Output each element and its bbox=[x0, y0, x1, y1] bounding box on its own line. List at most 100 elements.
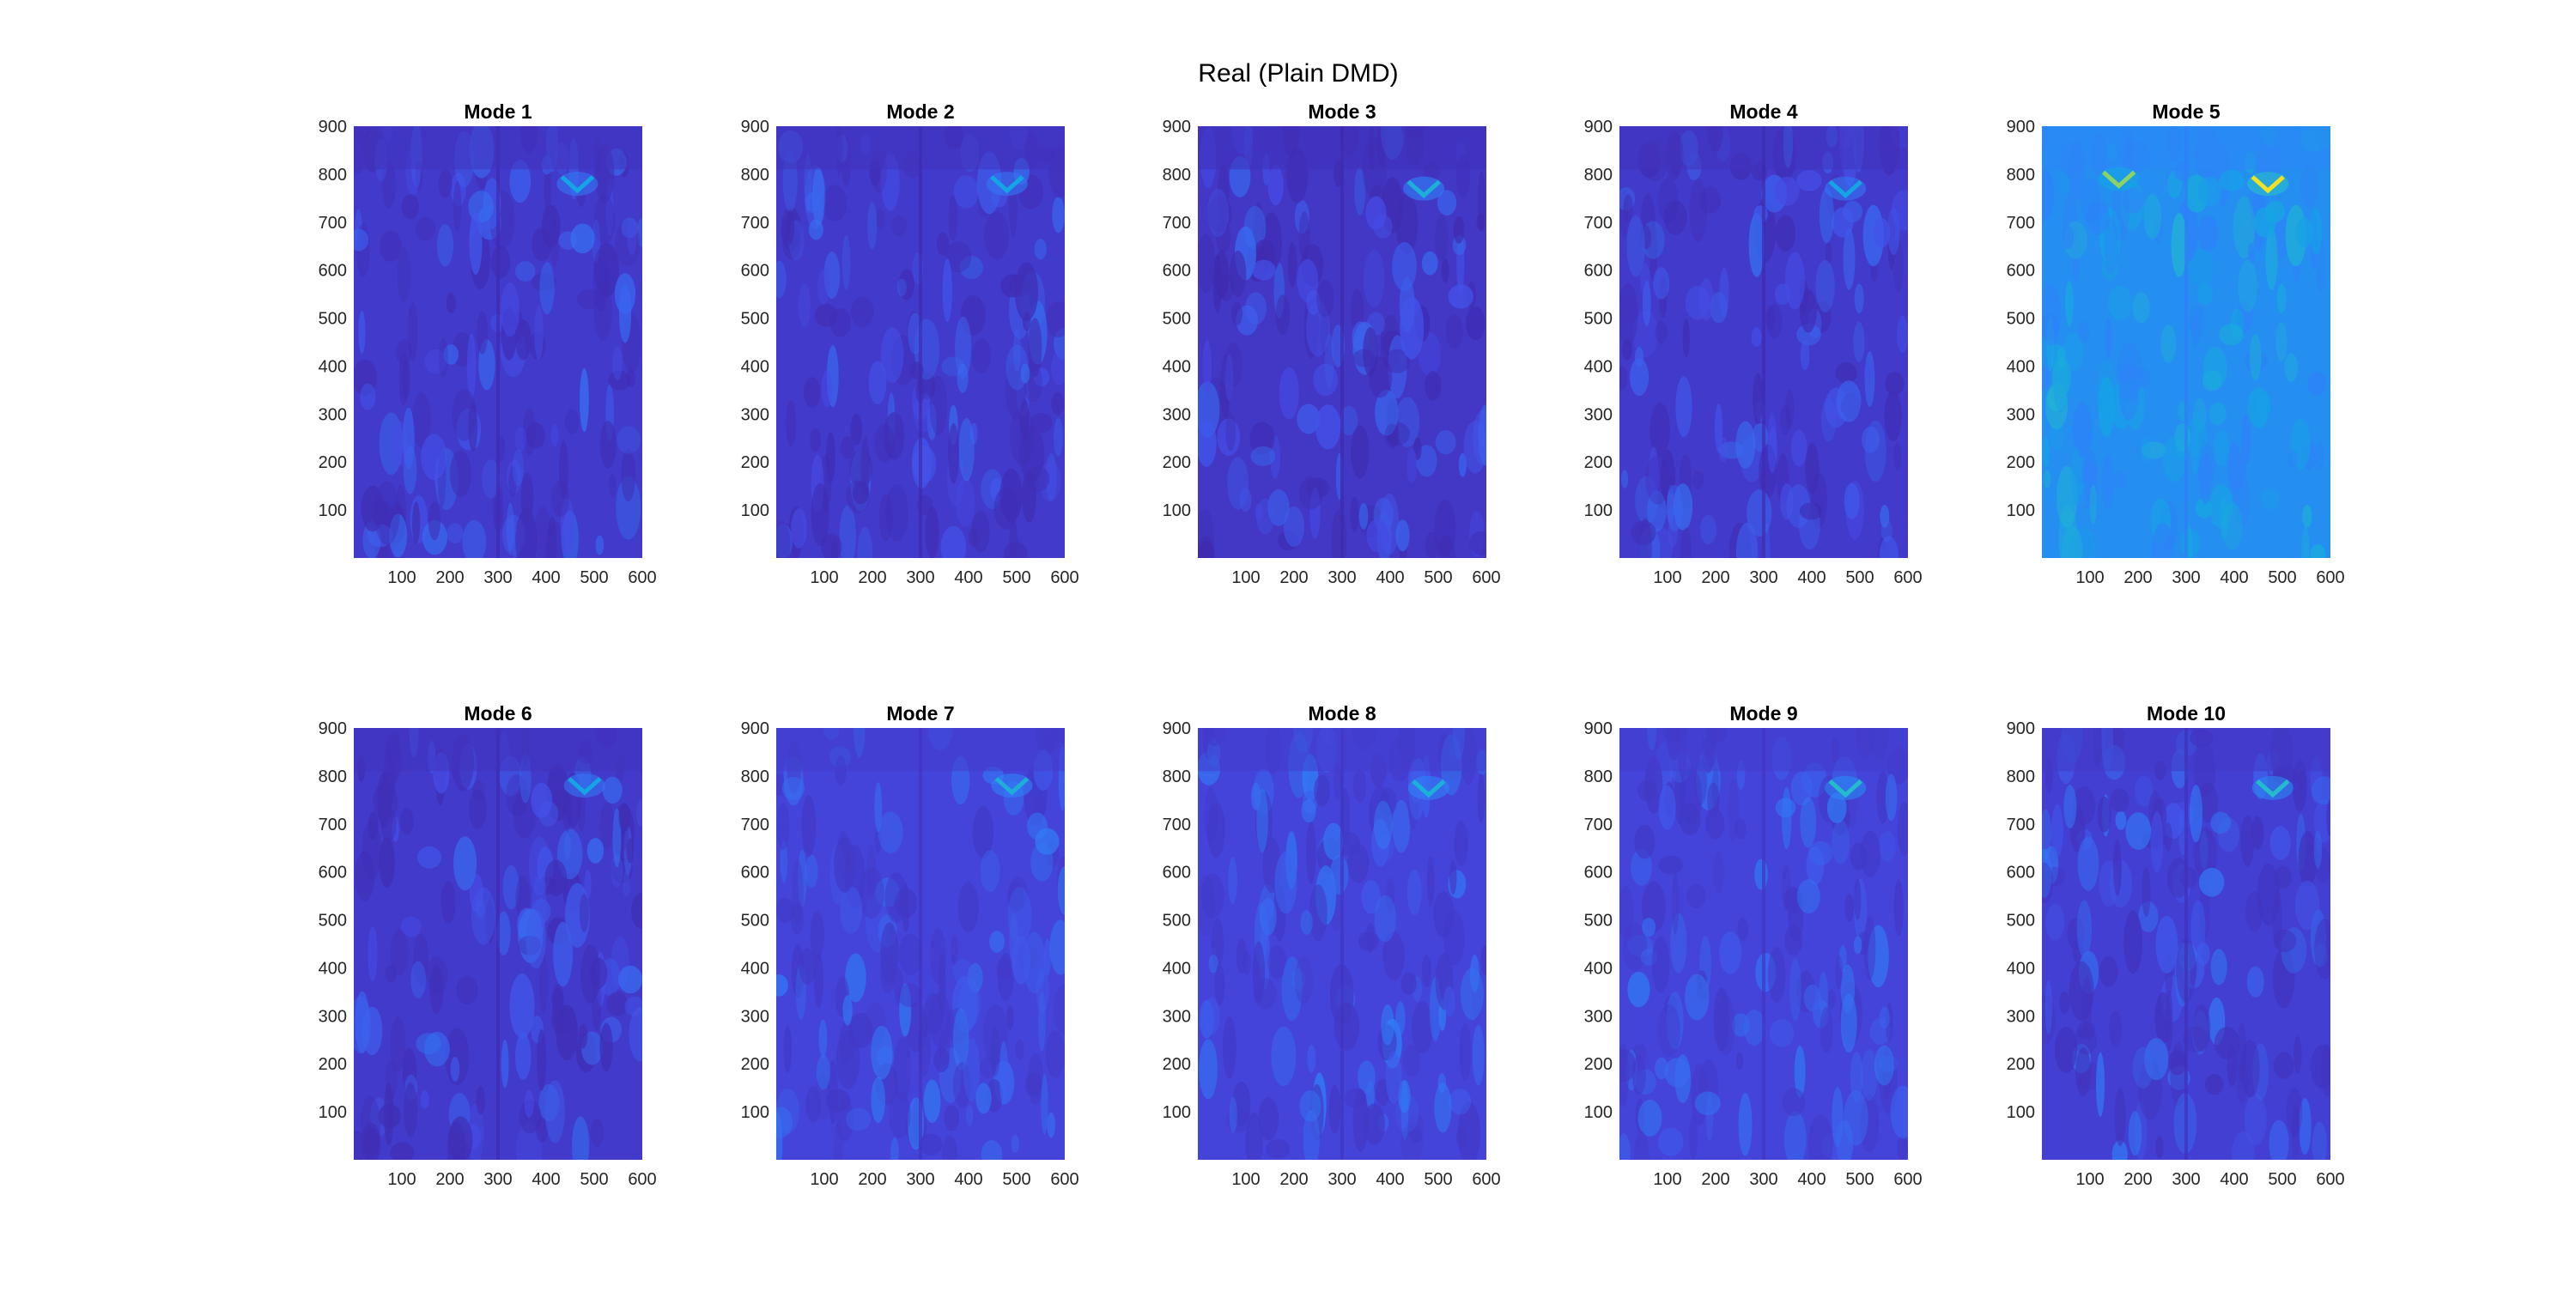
y-tick-label: 200 bbox=[2007, 453, 2035, 472]
subplot-grid: Mode 1 100 200 300 400 500 600 700 800 900 100 200 3… bbox=[319, 100, 2345, 1189]
y-tick-label: 200 bbox=[1163, 1055, 1191, 1074]
y-tick-label: 400 bbox=[1163, 357, 1191, 376]
x-tick-label: 200 bbox=[435, 568, 464, 587]
y-tick-label: 500 bbox=[319, 912, 347, 931]
y-tick-label: 800 bbox=[1584, 767, 1613, 786]
x-tick-label: 200 bbox=[1279, 1170, 1308, 1189]
center-divider bbox=[919, 126, 922, 558]
y-tick-label: 400 bbox=[1584, 959, 1613, 978]
y-tick-label: 300 bbox=[741, 1007, 769, 1026]
y-tick-label: 700 bbox=[319, 816, 347, 834]
x-tick-label: 500 bbox=[1002, 1170, 1030, 1189]
y-tick-label: 300 bbox=[319, 405, 347, 424]
panel-title: Mode 10 bbox=[2147, 702, 2226, 725]
y-tick-label: 700 bbox=[2007, 816, 2035, 834]
y-tick-label: 800 bbox=[1584, 166, 1613, 185]
y-tick-label: 300 bbox=[1584, 1007, 1613, 1026]
hotspot bbox=[563, 773, 605, 798]
y-tick-label: 100 bbox=[1584, 1103, 1613, 1122]
y-tick-label: 100 bbox=[319, 501, 347, 520]
y-tick-label: 600 bbox=[1163, 262, 1191, 281]
x-tick-label: 600 bbox=[628, 568, 656, 587]
panel-title: Mode 5 bbox=[2152, 100, 2220, 123]
x-tick-label: 600 bbox=[1050, 568, 1078, 587]
x-tick-label: 600 bbox=[628, 1170, 656, 1189]
heatmap-texture bbox=[354, 126, 642, 558]
y-tick-label: 500 bbox=[2007, 310, 2035, 329]
y-tick-label: 400 bbox=[741, 357, 769, 376]
hotspot bbox=[1825, 176, 1867, 201]
heatmap-texture bbox=[776, 126, 1065, 558]
x-tick-label: 300 bbox=[2172, 1170, 2200, 1189]
y-tick-label: 900 bbox=[2007, 719, 2035, 738]
x-tick-label: 100 bbox=[810, 1170, 838, 1189]
heatmap-image bbox=[354, 126, 642, 558]
y-tick-label: 800 bbox=[1163, 767, 1191, 786]
y-tick-label: 900 bbox=[1163, 118, 1191, 136]
x-tick-label: 100 bbox=[1231, 568, 1260, 587]
center-divider bbox=[2184, 126, 2188, 558]
y-tick-label: 600 bbox=[741, 262, 769, 281]
y-tick-label: 200 bbox=[741, 1055, 769, 1074]
center-divider bbox=[1340, 728, 1344, 1160]
y-tick-label: 300 bbox=[1163, 1007, 1191, 1026]
x-tick-label: 400 bbox=[954, 1170, 982, 1189]
y-tick-label: 300 bbox=[1584, 405, 1613, 424]
y-tick-label: 700 bbox=[1163, 214, 1191, 233]
y-tick-label: 800 bbox=[2007, 166, 2035, 185]
x-tick-label: 500 bbox=[1845, 1170, 1874, 1189]
panel-title: Mode 4 bbox=[1729, 100, 1797, 123]
x-tick-label: 100 bbox=[1231, 1170, 1260, 1189]
y-tick-label: 900 bbox=[1584, 719, 1613, 738]
x-tick-label: 400 bbox=[532, 568, 560, 587]
x-tick-label: 600 bbox=[1893, 1170, 1922, 1189]
y-tick-label: 100 bbox=[2007, 1103, 2035, 1122]
hotspot bbox=[1407, 775, 1449, 800]
x-tick-label: 400 bbox=[1797, 1170, 1826, 1189]
heatmap-image bbox=[2042, 126, 2330, 558]
y-tick-label: 500 bbox=[1584, 912, 1613, 931]
y-tick-label: 600 bbox=[741, 864, 769, 883]
y-tick-label: 900 bbox=[741, 118, 769, 136]
y-tick-label: 800 bbox=[741, 166, 769, 185]
x-tick-label: 100 bbox=[810, 568, 838, 587]
x-tick-label: 100 bbox=[2075, 568, 2104, 587]
mode-panel: Mode 3 100 200 300 400 500 600 700 800 900 100 200 3… bbox=[1163, 100, 1501, 587]
y-tick-label: 900 bbox=[741, 719, 769, 738]
center-divider bbox=[1762, 728, 1765, 1160]
x-tick-label: 500 bbox=[2268, 1170, 2296, 1189]
mode-panel: Mode 9 100 200 300 400 500 600 700 800 900 100 200 3… bbox=[1584, 702, 1923, 1189]
y-tick-label: 100 bbox=[319, 1103, 347, 1122]
x-tick-label: 400 bbox=[2220, 568, 2248, 587]
y-tick-label: 300 bbox=[741, 405, 769, 424]
hotspot bbox=[556, 172, 598, 197]
y-tick-label: 900 bbox=[319, 118, 347, 136]
y-tick-label: 200 bbox=[1584, 453, 1613, 472]
y-tick-label: 600 bbox=[319, 262, 347, 281]
x-tick-label: 600 bbox=[1472, 1170, 1500, 1189]
x-tick-label: 600 bbox=[1893, 568, 1922, 587]
mode-panel: Mode 7 100 200 300 400 500 600 700 800 900 100 200 3… bbox=[741, 702, 1079, 1189]
y-tick-label: 900 bbox=[319, 719, 347, 738]
y-tick-label: 300 bbox=[319, 1007, 347, 1026]
y-tick-label: 400 bbox=[1584, 357, 1613, 376]
y-tick-label: 300 bbox=[1163, 405, 1191, 424]
heatmap-image bbox=[1619, 728, 1908, 1160]
y-tick-label: 600 bbox=[2007, 262, 2035, 281]
mode-panel: Mode 4 100 200 300 400 500 600 700 800 900 100 200 3… bbox=[1584, 100, 1923, 587]
y-tick-label: 500 bbox=[1163, 310, 1191, 329]
x-tick-label: 500 bbox=[2268, 568, 2296, 587]
y-tick-label: 300 bbox=[2007, 1007, 2035, 1026]
y-tick-label: 800 bbox=[319, 166, 347, 185]
y-tick-label: 800 bbox=[2007, 767, 2035, 786]
x-tick-label: 300 bbox=[483, 1170, 512, 1189]
mode-panel: Mode 2 100 200 300 400 500 600 700 800 900 100 200 3… bbox=[741, 100, 1079, 587]
x-tick-label: 100 bbox=[387, 568, 416, 587]
x-tick-label: 100 bbox=[2075, 1170, 2104, 1189]
y-tick-label: 900 bbox=[1584, 118, 1613, 136]
heatmap-image bbox=[776, 126, 1065, 558]
y-tick-label: 200 bbox=[2007, 1055, 2035, 1074]
x-tick-label: 500 bbox=[1002, 568, 1030, 587]
heatmap-image bbox=[776, 728, 1065, 1160]
